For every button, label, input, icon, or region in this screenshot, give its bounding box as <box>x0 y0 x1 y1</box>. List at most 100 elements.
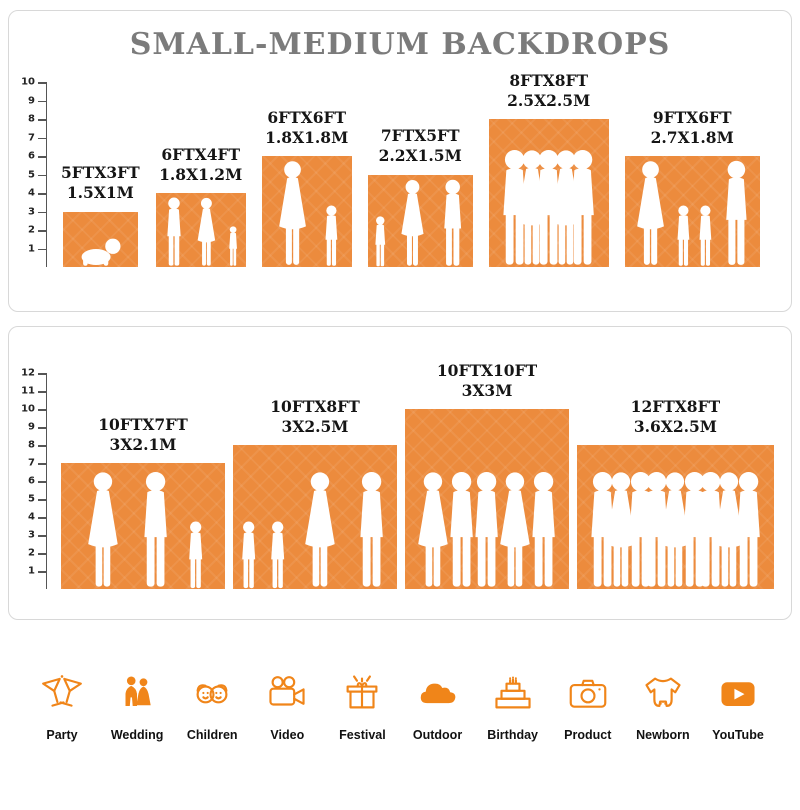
category-label: Festival <box>339 728 386 742</box>
backdrop-bar <box>61 463 225 589</box>
woman-silhouette <box>393 179 432 268</box>
category-label: Video <box>270 728 305 742</box>
backdrop-size-label: 6FTX6FT 1.8X1.8M <box>265 107 349 147</box>
man-silhouette <box>160 197 188 267</box>
backdrop-bar <box>62 211 138 267</box>
category-outdoor: Outdoor <box>402 666 474 742</box>
people-silhouettes <box>489 149 609 267</box>
category-children: Children <box>176 666 248 742</box>
festival-icon <box>339 666 385 716</box>
child-silhouette <box>225 226 241 267</box>
category-label: Party <box>46 728 78 742</box>
people-silhouettes <box>405 471 569 589</box>
backdrop-item: 10FTX8FT 3X2.5M <box>233 397 397 589</box>
man-silhouette <box>725 471 772 589</box>
people-silhouettes <box>625 160 760 267</box>
category-product: Product <box>552 666 624 742</box>
category-label: YouTube <box>712 728 764 742</box>
man-silhouette <box>715 160 758 267</box>
man-silhouette <box>559 149 606 267</box>
wedding-icon <box>114 666 160 716</box>
backdrop-bar <box>367 174 473 268</box>
category-festival: Festival <box>326 666 398 742</box>
backdrop-size-label: 10FTX10FT 3X3M <box>436 360 538 400</box>
backdrop-size-label: 7FTX5FT 2.2X1.5M <box>378 126 462 166</box>
backdrop-bar <box>233 445 397 589</box>
bars-area-bottom: 10FTX7FT 3X2.1M 10FTX8FT 3X2.5M 10FTX10FT 3X3… <box>61 361 774 589</box>
category-birthday: Birthday <box>477 666 549 742</box>
woman-silhouette <box>627 160 674 267</box>
child-silhouette <box>319 205 344 267</box>
backdrop-size-infographic: SMALL-MEDIUM BACKDROPS 1 2 3 4 5 6 7 8 9 10 5FTX3… <box>0 10 800 810</box>
backdrop-bar <box>405 409 569 589</box>
woman-silhouette <box>191 197 222 267</box>
backdrop-item: 6FTX4FT 1.8X1.2M <box>155 144 246 267</box>
backdrop-item: 8FTX8FT 2.5X2.5M <box>488 70 609 267</box>
backdrop-bar <box>488 119 609 267</box>
backdrop-size-label: 9FTX6FT 2.7X1.8M <box>650 107 734 147</box>
baby-silhouette <box>77 236 123 267</box>
woman-silhouette <box>269 160 316 267</box>
backdrop-item: 9FTX6FT 2.7X1.8M <box>624 107 760 267</box>
category-label: Children <box>186 728 238 742</box>
backdrop-item: 6FTX6FT 1.8X1.8M <box>261 107 352 267</box>
man-silhouette <box>132 471 179 589</box>
category-youtube: YouTube <box>702 666 774 742</box>
backdrop-bar <box>155 193 246 267</box>
people-silhouettes <box>368 179 473 268</box>
people-silhouettes <box>61 471 225 589</box>
category-label: Outdoor <box>412 728 463 742</box>
category-label: Birthday <box>487 728 538 742</box>
backdrop-bar <box>261 156 352 267</box>
category-label: Wedding <box>110 728 164 742</box>
backdrop-size-label: 8FTX8FT 2.5X2.5M <box>507 70 591 110</box>
backdrop-size-label: 6FTX4FT 1.8X1.2M <box>159 144 243 184</box>
backdrop-size-label: 10FTX8FT 3X2.5M <box>270 396 360 436</box>
child-silhouette <box>370 216 391 267</box>
people-silhouettes <box>577 471 774 589</box>
category-row: Party Wedding <box>26 666 774 742</box>
birthday-icon <box>490 666 536 716</box>
backdrop-bar <box>577 445 774 589</box>
outdoor-icon <box>415 666 461 716</box>
backdrop-size-label: 5FTX3FT 1.5X1M <box>61 163 140 203</box>
large-backdrops-panel: 1 2 3 4 5 6 7 8 9 10 11 12 10FTX7FT 3X2.1M 10FTX8FT 3X… <box>8 326 792 620</box>
category-wedding: Wedding <box>101 666 173 742</box>
video-icon <box>264 666 310 716</box>
backdrop-chart-top: 1 2 3 4 5 6 7 8 9 10 5FTX3FT 1.5X1M 6FTX4FT 1.8X1.2M… <box>21 71 779 267</box>
child-silhouette <box>235 521 262 589</box>
children-icon <box>189 666 235 716</box>
child-silhouette <box>182 521 209 589</box>
backdrop-size-label: 10FTX7FT 3X2.1M <box>98 414 188 454</box>
people-silhouettes <box>262 160 352 267</box>
backdrop-item: 10FTX7FT 3X2.1M <box>61 415 225 589</box>
backdrop-item: 7FTX5FT 2.2X1.5M <box>367 126 473 268</box>
newborn-icon <box>640 666 686 716</box>
small-medium-backdrops-panel: SMALL-MEDIUM BACKDROPS 1 2 3 4 5 6 7 8 9 10 5FTX3… <box>8 10 792 312</box>
man-silhouette <box>520 471 567 589</box>
child-silhouette <box>264 521 291 589</box>
people-silhouettes <box>233 471 397 589</box>
ruler-scale-top: 1 2 3 4 5 6 7 8 9 10 <box>21 77 47 267</box>
category-party: Party <box>26 666 98 742</box>
category-newborn: Newborn <box>627 666 699 742</box>
youtube-icon <box>715 666 761 716</box>
man-silhouette <box>435 179 470 268</box>
backdrop-item: 10FTX10FT 3X3M <box>405 361 569 589</box>
ruler-scale-bottom: 1 2 3 4 5 6 7 8 9 10 11 12 <box>21 368 47 589</box>
category-label: Product <box>564 728 612 742</box>
backdrop-item: 12FTX8FT 3.6X2.5M <box>577 397 774 589</box>
category-label: Newborn <box>636 728 690 742</box>
people-silhouettes <box>156 197 246 267</box>
backdrop-chart-bottom: 1 2 3 4 5 6 7 8 9 10 11 12 10FTX7FT 3X2.1M 10FTX8FT 3X… <box>21 361 779 589</box>
woman-silhouette <box>294 471 346 589</box>
product-icon <box>565 666 611 716</box>
backdrop-bar <box>624 156 760 267</box>
page-title: SMALL-MEDIUM BACKDROPS <box>129 27 671 62</box>
bars-area-top: 5FTX3FT 1.5X1M 6FTX4FT 1.8X1.2M 6FTX6FT 1.8X1… <box>61 71 760 267</box>
backdrop-item: 5FTX3FT 1.5X1M <box>61 163 140 267</box>
party-icon <box>39 666 85 716</box>
category-video: Video <box>251 666 323 742</box>
man-silhouette <box>348 471 395 589</box>
woman-silhouette <box>77 471 129 589</box>
